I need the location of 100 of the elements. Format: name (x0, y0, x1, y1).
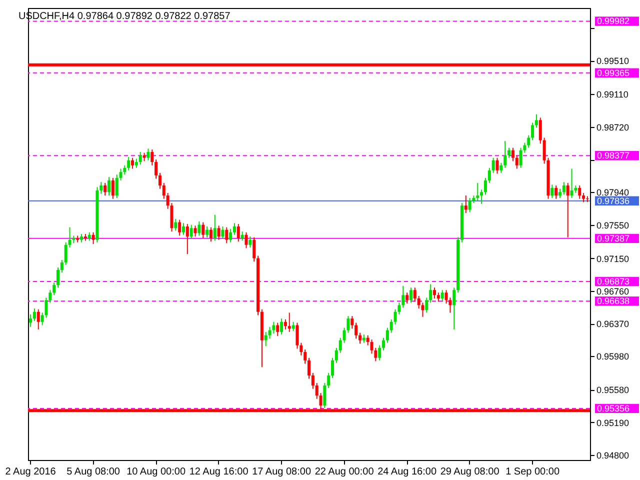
candlestick (158, 172, 162, 190)
candlestick (209, 226, 212, 242)
candlestick (190, 224, 193, 240)
candlestick (119, 168, 122, 181)
candlestick (311, 372, 314, 390)
candlestick (146, 148, 150, 161)
x-tick-label: 12 Aug 16:00 (189, 466, 249, 478)
x-tick-label: 2 Aug 2016 (5, 466, 56, 478)
y-tick-label: 0.97150 (596, 254, 630, 264)
candlestick (504, 140, 507, 168)
candlestick (296, 322, 299, 350)
candlestick (508, 147, 511, 158)
candlestick (60, 259, 64, 274)
ref-line-label: 0.96638 (597, 296, 630, 306)
candlestick (468, 198, 472, 213)
y-tick-label: 0.95190 (596, 418, 630, 428)
candlestick (300, 342, 303, 356)
candlestick (182, 222, 185, 236)
candlestick (162, 182, 166, 200)
candlestick (562, 182, 566, 196)
candlestick (331, 357, 334, 378)
candlestick (178, 219, 182, 236)
x-tick-label: 22 Aug 00:00 (314, 466, 374, 478)
candlestick (409, 287, 412, 304)
candlestick (236, 223, 240, 242)
candlestick (56, 266, 60, 288)
candlestick (558, 188, 562, 199)
candlestick (264, 331, 268, 347)
y-tick-label: 0.99110 (596, 90, 628, 100)
candlestick (464, 194, 468, 214)
candlestick (225, 226, 228, 244)
candlestick (488, 167, 491, 184)
ref-line-label: 0.97836 (597, 196, 630, 206)
x-tick-label: 10 Aug 00:00 (126, 466, 186, 478)
y-tick-label: 0.94800 (596, 450, 630, 460)
candlestick (480, 189, 484, 204)
x-tick-label: 24 Aug 16:00 (378, 466, 437, 478)
candlestick (138, 151, 142, 166)
ref-line-label: 0.97387 (597, 233, 630, 244)
ref-line-label: 0.99982 (597, 16, 630, 26)
candlestick (550, 184, 554, 199)
candlestick (484, 177, 487, 196)
candlestick (378, 344, 382, 361)
candlestick (221, 226, 224, 240)
candlestick (186, 223, 189, 255)
candlestick (213, 214, 216, 242)
candlestick (425, 297, 428, 314)
candlestick (198, 220, 201, 236)
candlestick (272, 321, 276, 334)
candlestick (527, 134, 530, 148)
candlestick (413, 287, 416, 302)
candlestick (32, 308, 36, 322)
candlestick (515, 154, 518, 170)
ref-line-label: 0.96873 (597, 276, 630, 286)
candlestick (248, 236, 252, 248)
candlestick (374, 347, 378, 362)
candlestick (334, 347, 338, 364)
y-tick-label: 0.95580 (596, 385, 630, 396)
candlestick (406, 292, 409, 304)
candlestick (150, 148, 154, 166)
candlestick (304, 349, 307, 364)
candlestick (154, 159, 158, 180)
candlestick (500, 162, 503, 174)
candlestick (206, 226, 209, 238)
candlestick (276, 322, 280, 337)
candlestick (229, 228, 232, 243)
candlestick (350, 316, 354, 330)
candlestick (92, 232, 95, 245)
candlestick (578, 184, 582, 200)
candlestick (174, 218, 178, 232)
candlestick (354, 322, 358, 340)
candlestick (240, 230, 244, 242)
candlestick (48, 290, 52, 304)
candlestick (252, 236, 256, 262)
candlestick (370, 338, 374, 354)
candlestick (107, 176, 110, 196)
candlestick (134, 158, 138, 168)
candlestick (217, 225, 220, 240)
candlestick (280, 318, 284, 335)
y-tick-label: 0.96370 (596, 319, 630, 330)
x-tick-label: 17 Aug 08:00 (252, 466, 312, 478)
x-tick-label: 5 Aug 08:00 (66, 466, 120, 478)
y-tick-label: 0.96760 (596, 286, 630, 296)
ref-line-label: 0.95356 (597, 403, 630, 414)
candlestick (452, 287, 456, 330)
candlestick (202, 222, 205, 239)
candlestick (194, 225, 197, 238)
candlestick (36, 308, 40, 330)
y-tick-label: 0.97550 (596, 220, 630, 230)
candlestick (534, 114, 538, 128)
candlestick (496, 157, 499, 174)
candlestick (566, 182, 570, 238)
candlestick (402, 285, 405, 308)
candlestick (292, 321, 295, 332)
candlestick (554, 184, 558, 200)
y-tick-label: 0.99510 (596, 56, 630, 66)
candlestick (100, 182, 103, 194)
candlestick (338, 337, 342, 354)
candlestick (127, 156, 130, 171)
y-tick-label: 0.98720 (596, 122, 630, 132)
